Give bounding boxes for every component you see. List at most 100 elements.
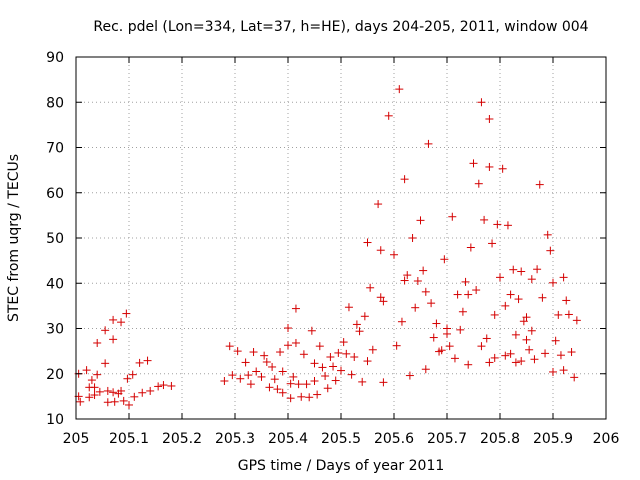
data-point <box>236 374 245 383</box>
data-point <box>477 342 486 351</box>
data-point <box>405 371 414 380</box>
data-point <box>167 381 176 390</box>
data-point <box>469 159 478 168</box>
data-point <box>146 386 155 395</box>
data-point <box>117 386 126 395</box>
data-point <box>278 388 287 397</box>
data-point <box>228 371 237 380</box>
data-point <box>517 357 526 366</box>
data-point <box>432 319 441 328</box>
data-point <box>122 309 131 318</box>
x-tick-label: 205.6 <box>374 431 414 447</box>
data-point <box>554 310 563 319</box>
data-point <box>506 349 515 358</box>
data-point <box>448 212 457 221</box>
data-point <box>225 342 234 351</box>
data-point <box>310 359 319 368</box>
y-tick-label: 50 <box>46 231 64 247</box>
data-point <box>445 342 454 351</box>
data-point <box>533 265 542 274</box>
data-point <box>549 367 557 376</box>
data-point <box>397 317 406 326</box>
data-point <box>262 357 271 366</box>
data-point <box>326 353 335 362</box>
data-point <box>366 283 375 292</box>
data-point <box>358 377 367 386</box>
data-point <box>252 367 261 376</box>
data-point <box>556 351 565 360</box>
data-point <box>559 273 568 282</box>
data-point <box>321 372 330 381</box>
data-point <box>143 356 152 365</box>
data-point <box>368 345 377 354</box>
data-point <box>559 366 568 375</box>
data-point <box>93 338 102 347</box>
data-point <box>443 329 451 338</box>
data-point <box>421 365 430 374</box>
data-point <box>260 351 269 360</box>
data-point <box>503 221 512 230</box>
data-point <box>509 265 518 274</box>
data-point <box>323 384 332 393</box>
data-point <box>472 286 481 295</box>
data-point <box>355 327 364 336</box>
data-points <box>74 85 581 409</box>
data-point <box>249 348 258 357</box>
data-point <box>480 215 489 224</box>
data-point <box>87 376 96 385</box>
data-point <box>411 303 420 312</box>
data-point <box>286 394 295 403</box>
data-point <box>109 388 118 397</box>
data-point <box>488 239 497 248</box>
data-point <box>350 353 359 362</box>
data-point <box>318 363 327 372</box>
data-point <box>233 347 242 356</box>
x-tick-label: 205.5 <box>321 431 361 447</box>
data-point <box>241 358 250 367</box>
data-point <box>384 111 393 120</box>
data-point <box>549 278 557 287</box>
data-point <box>257 372 266 381</box>
data-point <box>456 325 465 334</box>
data-point <box>123 374 132 383</box>
data-point <box>138 388 147 397</box>
data-point <box>429 333 438 342</box>
axis-ticks <box>75 56 607 420</box>
data-point <box>522 313 531 322</box>
data-point <box>270 375 279 384</box>
data-point <box>485 114 494 123</box>
data-point <box>329 362 338 371</box>
y-tick-label: 90 <box>46 50 64 66</box>
x-tick-label: 205.3 <box>215 431 255 447</box>
y-tick-label: 30 <box>46 322 64 338</box>
data-point <box>297 392 306 401</box>
data-point <box>93 370 102 379</box>
data-point <box>273 385 282 394</box>
data-point <box>265 383 274 392</box>
data-point <box>522 335 531 344</box>
data-point <box>501 351 510 360</box>
data-point <box>313 390 322 399</box>
data-point <box>424 139 433 148</box>
data-point <box>291 338 300 347</box>
data-point <box>352 320 361 329</box>
y-tick-label: 60 <box>46 186 64 202</box>
data-point <box>82 366 91 375</box>
data-point <box>466 243 475 252</box>
data-point <box>501 301 510 310</box>
data-point <box>337 366 345 375</box>
x-tick-label: 206 <box>593 431 620 447</box>
data-point <box>482 334 491 343</box>
data-point <box>525 345 534 354</box>
data-point <box>315 342 324 351</box>
data-point <box>90 383 99 392</box>
data-point <box>347 370 356 379</box>
data-point <box>135 358 144 367</box>
data-point <box>284 341 292 350</box>
data-point <box>119 396 128 405</box>
data-point <box>493 220 502 229</box>
data-point <box>276 348 285 357</box>
data-point <box>109 315 118 324</box>
data-point <box>110 397 119 406</box>
x-tick-label: 205.8 <box>480 431 520 447</box>
